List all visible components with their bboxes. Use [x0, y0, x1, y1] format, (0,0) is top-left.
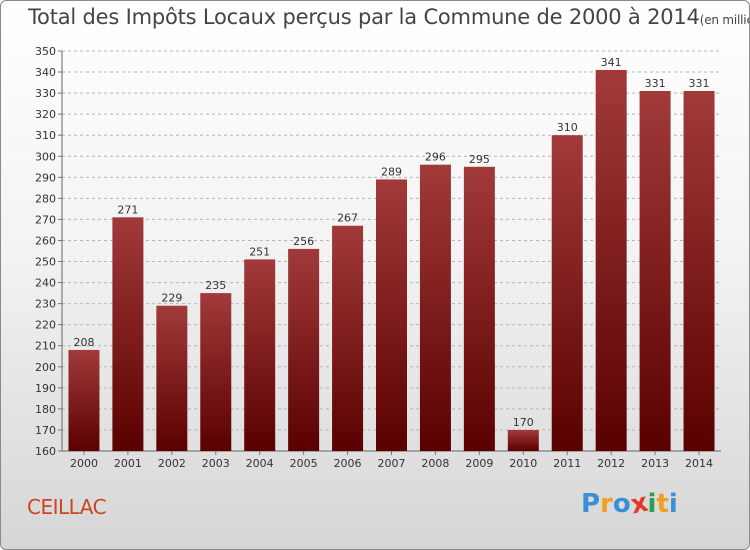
chart-title-text: Total des Impôts Locaux perçus par la Co…: [28, 5, 700, 29]
bar-value-label: 331: [645, 77, 666, 90]
y-tick-label: 200: [35, 361, 56, 374]
bar: [68, 349, 100, 451]
bar: [288, 248, 320, 451]
bar: [244, 259, 276, 451]
y-tick-label: 310: [35, 129, 56, 142]
bar-value-label: 235: [205, 279, 226, 292]
y-tick-label: 240: [35, 277, 56, 290]
y-tick-label: 250: [35, 256, 56, 269]
y-tick-label: 280: [35, 192, 56, 205]
bar: [200, 293, 232, 451]
chart-title: Total des Impôts Locaux perçus par la Co…: [28, 5, 749, 29]
bar: [112, 217, 144, 451]
y-tick-label: 170: [35, 424, 56, 437]
x-tick-label: 2012: [597, 457, 625, 470]
x-tick-label: 2009: [465, 457, 493, 470]
bar-value-label: 296: [425, 151, 446, 164]
bar-value-label: 331: [689, 77, 710, 90]
x-tick-label: 2004: [246, 457, 274, 470]
bar-value-label: 267: [337, 212, 358, 225]
y-tick-label: 340: [35, 66, 56, 79]
y-tick-label: 330: [35, 87, 56, 100]
x-tick-label: 2001: [114, 457, 142, 470]
y-tick-label: 230: [35, 298, 56, 311]
x-tick-label: 2007: [378, 457, 406, 470]
x-tick-label: 2011: [553, 457, 581, 470]
x-tick-label: 2010: [509, 457, 537, 470]
logo-letter: i: [647, 489, 657, 519]
bar: [595, 69, 627, 452]
bar-value-label: 208: [73, 336, 94, 349]
y-tick-label: 300: [35, 150, 56, 163]
x-tick-label: 2005: [290, 457, 318, 470]
logo-letter: i: [668, 489, 678, 519]
bar-value-label: 251: [249, 245, 270, 258]
x-tick-label: 2013: [641, 457, 669, 470]
bar: [419, 164, 451, 451]
commune-name: CEILLAC: [27, 495, 107, 519]
bar-value-label: 341: [601, 56, 622, 69]
x-tick-label: 2008: [421, 457, 449, 470]
bar: [639, 91, 671, 451]
bar-value-label: 310: [557, 121, 578, 134]
bar-value-label: 295: [469, 153, 490, 166]
x-tick-label: 2014: [685, 457, 713, 470]
x-tick-label: 2006: [334, 457, 362, 470]
bar: [156, 305, 188, 451]
x-tick-label: 2003: [202, 457, 230, 470]
y-tick-label: 220: [35, 319, 56, 332]
y-tick-label: 290: [35, 171, 56, 184]
logo-letter: r: [600, 489, 613, 519]
bar: [551, 135, 583, 452]
bar: [507, 429, 539, 451]
y-tick-label: 160: [35, 445, 56, 458]
y-tick-label: 260: [35, 234, 56, 247]
bar-value-label: 271: [117, 203, 138, 216]
logo-letter: t: [656, 489, 669, 519]
x-tick-label: 2000: [70, 457, 98, 470]
bar-value-label: 229: [161, 292, 182, 305]
logo-letter: o: [612, 489, 631, 519]
y-tick-label: 350: [35, 45, 56, 58]
bar-value-label: 170: [513, 416, 534, 429]
y-tick-label: 180: [35, 403, 56, 416]
x-tick-label: 2002: [158, 457, 186, 470]
y-tick-label: 210: [35, 340, 56, 353]
bar: [376, 179, 407, 451]
proxiti-logo[interactable]: Proxiti: [581, 488, 678, 521]
y-tick-label: 190: [35, 382, 56, 395]
bar-value-label: 289: [381, 165, 402, 178]
logo-letter: P: [581, 489, 601, 519]
chart-title-unit: (en milliers d'€): [699, 13, 749, 27]
bar: [683, 91, 715, 451]
bar-value-label: 256: [293, 235, 314, 248]
bar: [332, 225, 364, 451]
y-tick-label: 320: [35, 108, 56, 121]
bar: [463, 166, 495, 451]
y-tick-label: 270: [35, 213, 56, 226]
